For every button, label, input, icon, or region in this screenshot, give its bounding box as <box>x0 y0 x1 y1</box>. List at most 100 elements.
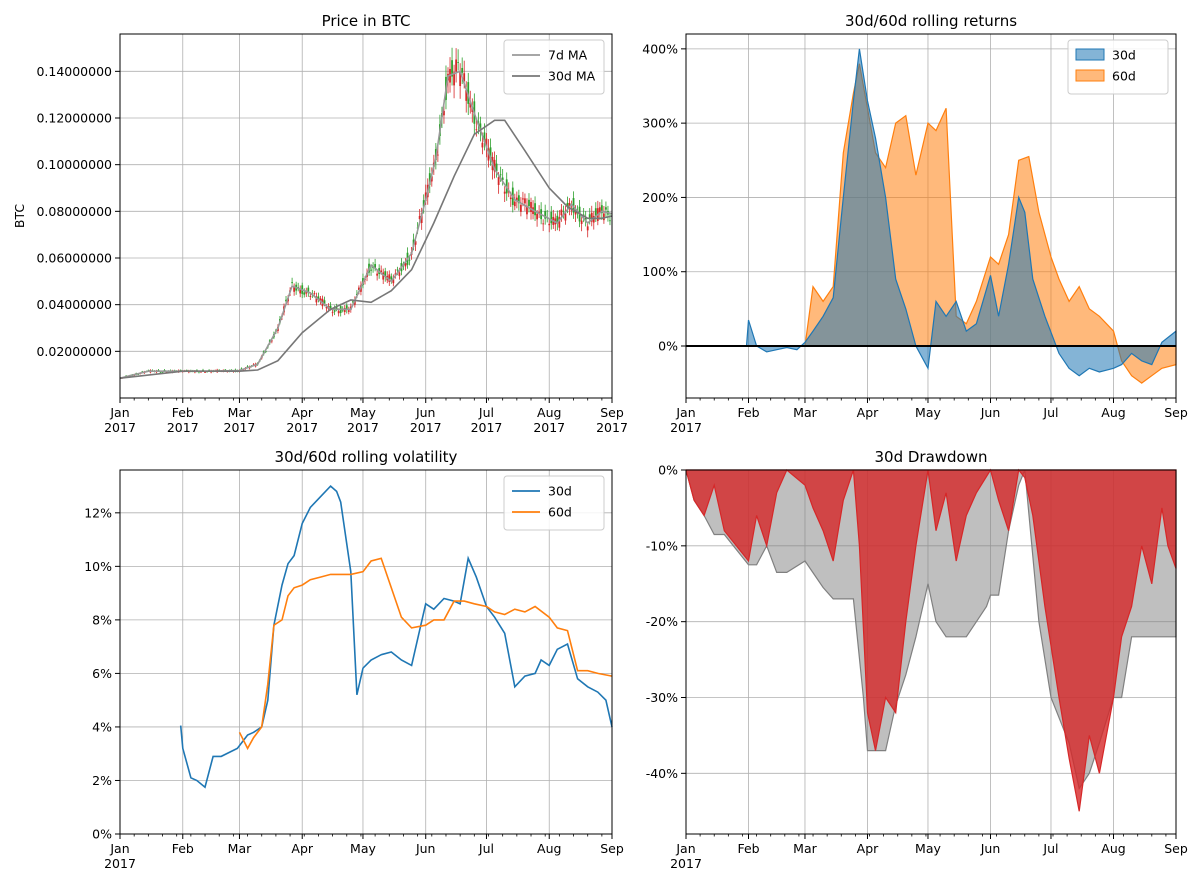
x-tick-label: May <box>915 841 941 856</box>
x-tick-label: Mar <box>228 405 252 420</box>
x-tick-label: Apr <box>857 405 879 420</box>
x-tick-label: Jul <box>1042 405 1058 420</box>
candle-body <box>453 72 455 86</box>
y-tick-label: 0% <box>658 339 678 354</box>
candle-body <box>351 301 354 303</box>
y-tick-label: 0.08000000 <box>36 204 112 219</box>
candle-body <box>501 177 504 181</box>
candle-body <box>394 273 397 275</box>
y-tick-label: -30% <box>646 690 678 705</box>
candle-body <box>519 204 522 212</box>
x-tick-label: Jan <box>109 405 129 420</box>
volatility-line-60d <box>238 557 613 751</box>
chart-title: 30d/60d rolling returns <box>845 12 1017 30</box>
x-tick-label: Feb <box>737 405 759 420</box>
legend: 7d MA 30d MA <box>503 39 605 95</box>
legend-swatch <box>1075 48 1105 61</box>
candle-body <box>388 274 391 282</box>
candle-body <box>609 220 611 222</box>
x-tick-year-label: 2017 <box>596 420 628 435</box>
candle-body <box>564 213 567 221</box>
ma-7d-line <box>119 70 613 379</box>
candle-body <box>370 269 372 271</box>
candle-body <box>461 67 464 73</box>
candle-body <box>309 295 312 297</box>
candle-body <box>590 212 593 222</box>
x-tick-label: Jan <box>675 405 695 420</box>
legend-box <box>503 475 605 531</box>
panel-0-axes: Jan2017Feb2017Mar2017Apr2017May2017Jun20… <box>36 34 628 435</box>
legend-label: 60d <box>1112 69 1136 84</box>
candle-body <box>558 217 561 228</box>
candle-body <box>285 299 287 302</box>
x-tick-label: Apr <box>291 405 313 420</box>
candle-body <box>457 62 460 63</box>
candle-body <box>380 270 383 273</box>
candle-body <box>481 142 484 148</box>
y-tick-label: 0.10000000 <box>36 157 112 172</box>
candle-body <box>455 59 457 72</box>
chart-title: 30d Drawdown <box>874 448 987 466</box>
x-tick-label: Feb <box>737 841 759 856</box>
x-tick-label: May <box>915 405 941 420</box>
y-tick-label: 0.12000000 <box>36 111 112 126</box>
ma-30d-line <box>119 119 613 379</box>
candle-body <box>224 369 227 371</box>
x-tick-year-label: 2017 <box>670 420 702 435</box>
candle-body <box>465 90 468 101</box>
x-tick-label: May <box>350 841 376 856</box>
x-tick-label: Jul <box>478 841 494 856</box>
x-tick-label: Sep <box>600 841 624 856</box>
candle-body <box>598 207 601 213</box>
x-tick-label: Sep <box>1164 841 1188 856</box>
candle-body <box>572 198 575 213</box>
x-tick-label: Jun <box>415 841 436 856</box>
y-tick-label: 0.02000000 <box>36 344 112 359</box>
candle-body <box>325 306 328 309</box>
legend-box <box>503 39 605 95</box>
candle-body <box>376 273 379 276</box>
candle-body <box>358 287 360 290</box>
candle-body <box>530 202 532 213</box>
x-tick-label: Jan <box>675 841 695 856</box>
axes-frame <box>685 33 1177 399</box>
x-tick-label: May <box>350 405 376 420</box>
candle-body <box>544 211 547 219</box>
y-tick-label: 10% <box>84 559 112 574</box>
y-tick-label: -40% <box>646 766 678 781</box>
candle-body <box>515 197 518 202</box>
y-tick-label: -10% <box>646 538 678 553</box>
x-tick-year-label: 2017 <box>533 420 565 435</box>
drawdown-area <box>685 468 1177 812</box>
candle-body <box>534 203 536 216</box>
candle-body <box>404 263 407 267</box>
x-tick-year-label: 2017 <box>286 420 318 435</box>
y-tick-label: 300% <box>642 116 678 131</box>
candle-body <box>353 300 356 305</box>
candle-body <box>586 226 589 231</box>
candle-body <box>503 191 506 194</box>
candle-body <box>315 296 318 303</box>
legend-label: 7d MA <box>548 48 588 63</box>
x-tick-label: Jul <box>478 405 494 420</box>
candle-body <box>418 216 421 220</box>
candle-body <box>398 272 401 276</box>
candle-body <box>499 174 502 176</box>
candle-body <box>331 312 334 314</box>
candle-body <box>430 176 433 182</box>
candle-body <box>600 205 603 214</box>
candle-body <box>463 73 466 82</box>
x-tick-label: Jun <box>980 405 1001 420</box>
candle-body <box>242 369 245 371</box>
y-tick-label: 0.14000000 <box>36 64 112 79</box>
candle-body <box>291 282 293 283</box>
candle-body <box>436 154 439 156</box>
x-tick-label: Mar <box>228 841 252 856</box>
candle-body <box>495 163 498 172</box>
candle-body <box>475 129 478 131</box>
axes-frame <box>119 33 613 399</box>
candle-body <box>396 269 399 271</box>
candle-body <box>542 223 545 225</box>
